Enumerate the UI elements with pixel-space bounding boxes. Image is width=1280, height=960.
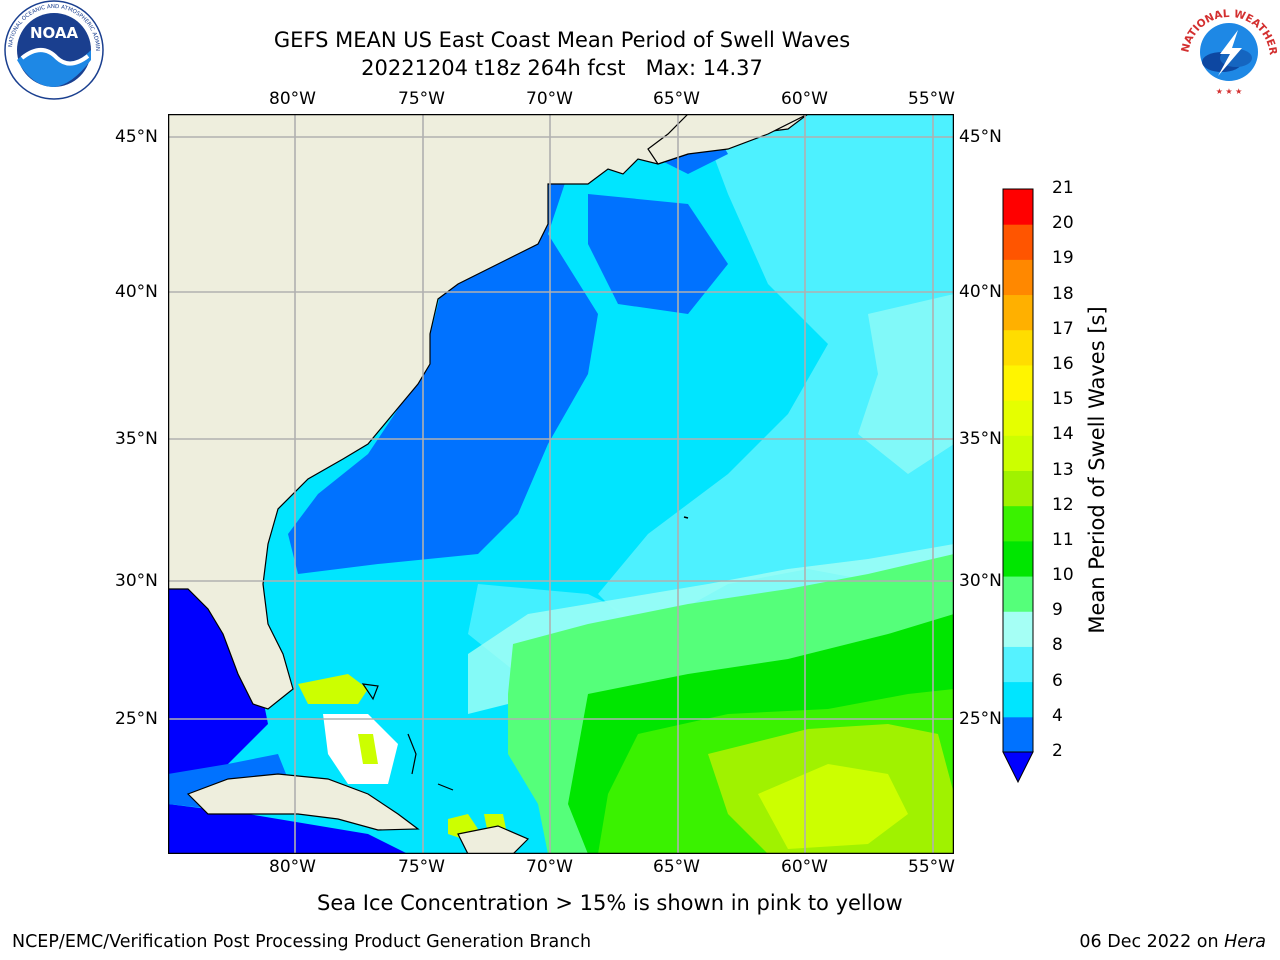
lat-label-left: 30°N	[115, 571, 158, 591]
colorbar-cell	[1003, 505, 1033, 542]
colorbar-tick-label: 4	[1052, 705, 1063, 726]
land-bahamas	[407, 733, 417, 775]
colorbar-cell	[1003, 716, 1033, 753]
lon-label-bottom: 60°W	[781, 857, 828, 877]
lon-label-bottom: 70°W	[526, 857, 573, 877]
colorbar-tick-label: 16	[1052, 353, 1074, 374]
lat-label-left: 40°N	[115, 282, 158, 302]
swell-zone-under-2	[168, 804, 408, 854]
colorbar-cell	[1003, 259, 1033, 296]
colorbar-cell	[1003, 681, 1033, 718]
nws-logo: NATIONAL WEATHER SERVICE ★ ★ ★	[1174, 0, 1280, 100]
lon-label-top: 75°W	[398, 89, 445, 109]
colorbar-tick-label: 21	[1052, 178, 1074, 198]
colorbar-tick-label: 9	[1052, 600, 1063, 621]
lon-label-bottom: 65°W	[653, 857, 700, 877]
lat-label-right: 40°N	[959, 282, 1002, 302]
colorbar-tick-label: 17	[1052, 318, 1074, 339]
colorbar-tick-label: 6	[1052, 670, 1063, 691]
colorbar-tick-label: 20	[1052, 213, 1074, 234]
colorbar-cell	[1003, 329, 1033, 366]
swell-zone-8-9	[858, 294, 954, 474]
colorbar-cell	[1003, 224, 1033, 260]
lon-label-top: 70°W	[526, 89, 573, 109]
colorbar-tick-label: 12	[1052, 494, 1074, 515]
lon-label-top: 65°W	[653, 89, 700, 109]
lat-label-left: 45°N	[115, 127, 158, 147]
colorbar-tick-label: 8	[1052, 635, 1063, 656]
chart-title: GEFS MEAN US East Coast Mean Period of S…	[273, 28, 851, 52]
colorbar-cell	[1003, 470, 1033, 507]
lon-label-top: 60°W	[781, 89, 828, 109]
land-maritimes	[647, 114, 809, 165]
lon-label-bottom: 80°W	[269, 857, 316, 877]
swell-zone-2-4	[588, 194, 728, 314]
land-bahamas	[437, 783, 454, 791]
graticule	[168, 114, 954, 854]
svg-text:★ ★ ★: ★ ★ ★	[1216, 87, 1243, 96]
colorbar-tick-label: 2	[1052, 741, 1063, 761]
colorbar-tick-label: 13	[1052, 459, 1074, 480]
colorbar-under-triangle	[1002, 751, 1034, 784]
land-hispaniola	[457, 825, 530, 854]
colorbar-cell	[1003, 189, 1033, 225]
lat-label-left: 25°N	[115, 709, 158, 729]
colorbar	[1002, 188, 1034, 784]
colorbar-tick-label: 15	[1052, 389, 1074, 410]
swell-zone-6-8	[598, 114, 954, 634]
lat-label-right: 30°N	[959, 571, 1002, 591]
ice-note: Sea Ice Concentration > 15% is shown in …	[317, 891, 903, 915]
colorbar-cell	[1003, 364, 1033, 401]
swell-zone-12-13	[298, 674, 368, 704]
credit-text: NCEP/EMC/Verification Post Processing Pr…	[12, 932, 592, 952]
land-bermuda	[683, 516, 689, 519]
chart-subtitle: 20221204 t18z 264h fcst Max: 14.37	[361, 56, 763, 80]
colorbar-tick-label: 14	[1052, 424, 1074, 445]
swell-zone-12-13	[358, 734, 378, 764]
colorbar-cell	[1003, 435, 1033, 471]
noaa-logo: NOAA NATIONAL OCEANIC AND ATMOSPHERIC AD…	[0, 0, 106, 102]
colorbar-cell	[1003, 540, 1033, 577]
host-name: Hera	[1224, 932, 1266, 952]
lat-label-right: 45°N	[959, 127, 1002, 147]
lon-label-bottom: 55°W	[908, 857, 955, 877]
lon-label-top: 55°W	[908, 89, 955, 109]
swell-period-map	[168, 114, 954, 854]
date-text: 06 Dec 2022 on	[1079, 932, 1219, 952]
colorbar-cell	[1003, 611, 1033, 647]
lat-label-right: 25°N	[959, 709, 1002, 729]
land-bahamas	[361, 683, 379, 701]
noaa-logo-text: NOAA	[30, 24, 79, 42]
colorbar-cell	[1003, 294, 1033, 331]
lon-label-top: 80°W	[269, 89, 316, 109]
date-stamp: 06 Dec 2022 on Hera	[1079, 932, 1266, 952]
lat-label-right: 35°N	[959, 429, 1002, 449]
colorbar-tick-label: 19	[1052, 248, 1074, 269]
swell-zone-under-2	[168, 584, 268, 774]
colorbar-tick-label: 11	[1052, 529, 1074, 550]
lat-label-left: 35°N	[115, 429, 158, 449]
land-cuba	[186, 773, 420, 831]
swell-zone-13-14	[758, 764, 908, 849]
colorbar-tick-label: 18	[1052, 283, 1074, 304]
colorbar-cell	[1003, 400, 1033, 436]
lon-label-bottom: 75°W	[398, 857, 445, 877]
land-north-america	[168, 114, 809, 710]
colorbar-cell	[1003, 576, 1033, 612]
colorbar-tick-label: 10	[1052, 565, 1074, 586]
colorbar-cell	[1003, 646, 1033, 683]
